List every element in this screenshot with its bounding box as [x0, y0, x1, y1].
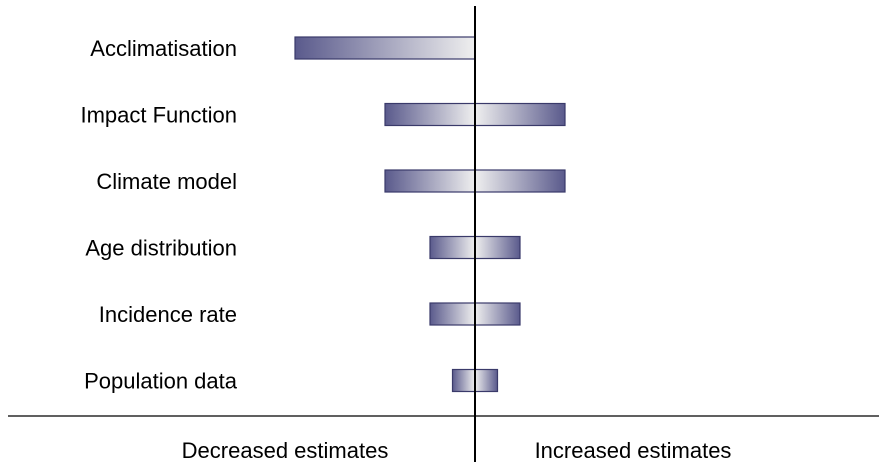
category-label-4: Age distribution — [85, 236, 237, 261]
bar-increase-4 — [474, 235, 521, 260]
increased-estimates-label: Increased estimates — [535, 438, 732, 463]
category-labels: Acclimatisation Impact Function Climate mo… — [80, 36, 237, 394]
bar-increase-3 — [474, 169, 566, 193]
bar-decrease-3 — [384, 169, 476, 193]
bar-increase-6 — [474, 368, 499, 393]
bar-increase-2 — [474, 102, 566, 127]
bar-decrease-1 — [294, 36, 476, 60]
category-label-5: Incidence rate — [99, 302, 237, 327]
bar-increase-5 — [474, 302, 521, 326]
decreased-estimates-label: Decreased estimates — [182, 438, 389, 463]
category-label-1: Acclimatisation — [90, 36, 237, 61]
bar-decrease-4 — [429, 235, 476, 260]
category-label-2: Impact Function — [80, 103, 237, 128]
bar-decrease-2 — [384, 102, 476, 127]
bar-decrease-6 — [451, 368, 476, 393]
category-label-6: Population data — [84, 369, 238, 394]
bars-layer — [294, 36, 566, 393]
category-label-3: Climate model — [96, 169, 237, 194]
bar-decrease-5 — [429, 302, 476, 326]
